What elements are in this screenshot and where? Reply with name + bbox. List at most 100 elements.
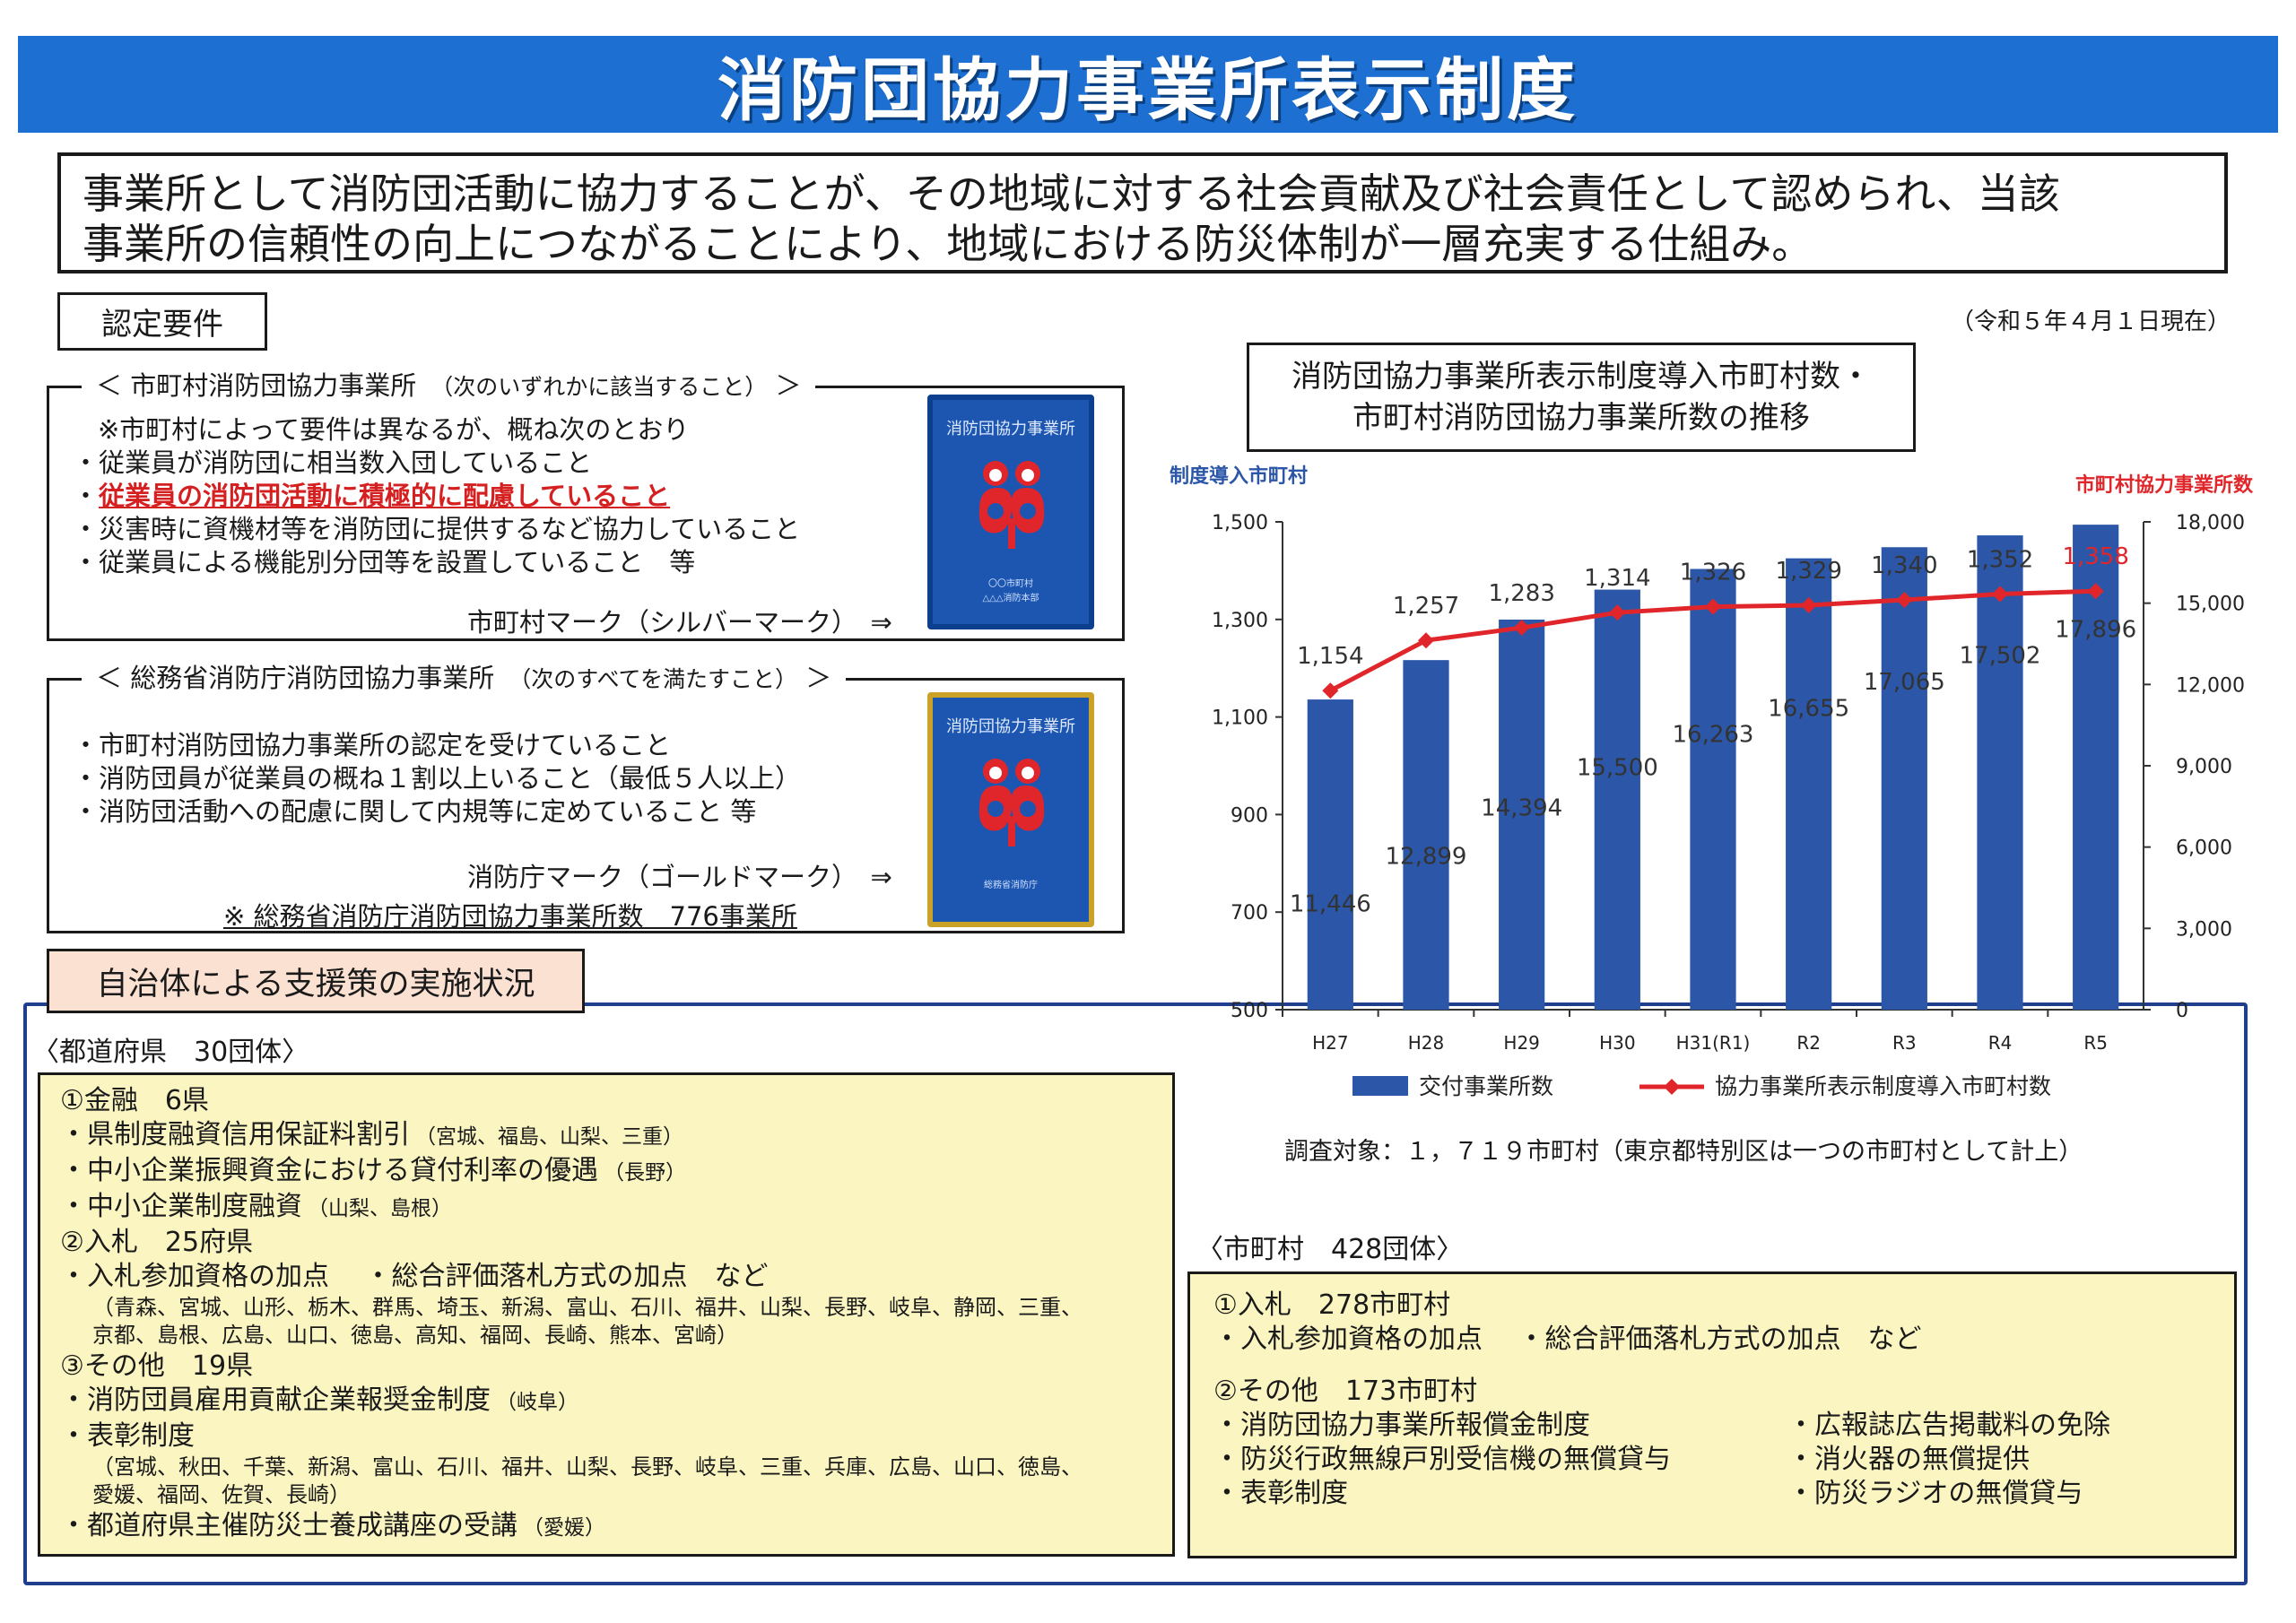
- line-value-label: 1,154: [1297, 643, 1363, 670]
- right-tick-label: 18,000: [2176, 512, 2245, 534]
- line-point: [1705, 598, 1721, 615]
- badge-subtext: 総務省消防庁: [984, 881, 1038, 890]
- list-item: ・従業員による機能別分団等を設置していること 等: [73, 547, 696, 577]
- right-tick-label: 3,000: [2176, 918, 2232, 941]
- badge-title: 消防団協力事業所: [946, 420, 1075, 438]
- emphasized-requirement: 従業員の消防団活動に積極的に配慮していること: [99, 481, 671, 511]
- list-item: ・入札参加資格の加点 ・総合評価落札方式の加点 など: [1213, 1324, 1922, 1355]
- support-column-2: ・広報誌広告掲載料の免除 ・消火器の無償提供 ・防災ラジオの無償貸与: [1787, 1409, 2218, 1511]
- list-item: ・従業員の消防団活動に積極的に配慮していること: [73, 481, 671, 511]
- list-item: ・都道府県主催防災士養成講座の受講 （愛媛）: [60, 1510, 605, 1541]
- badge-subtext: 〇〇市町村: [988, 579, 1033, 589]
- list-item: ・従業員が消防団に相当数入団していること: [73, 447, 593, 478]
- survey-note: 調査対象：１，７１９市町村（東京都特別区は一つの市町村として計上）: [1284, 1138, 2083, 1166]
- as-of-date: （令和５年４月１日現在）: [1951, 308, 2231, 335]
- other-support-columns: ・消防団協力事業所報償金制度 ・防災行政無線戸別受信機の無償貸与 ・表彰制度 ・…: [1213, 1409, 2218, 1511]
- list-item-note: （山梨、島根）: [308, 1197, 452, 1220]
- list-item: ①入札 278市町村: [1213, 1289, 1451, 1321]
- list-item: ・消防団員が従業員の概ね１割以上いること（最低５人以上）: [73, 763, 802, 794]
- right-tick-label: 9,000: [2176, 756, 2232, 778]
- badge-subtext: △△△消防本部: [982, 594, 1039, 603]
- requirements-label: 認定要件: [57, 292, 267, 351]
- page-title: 消防団協力事業所表示制度: [718, 50, 1578, 130]
- prefecture-heading: 〈都道府県 30団体〉: [32, 1037, 309, 1068]
- x-tick-label: H28: [1408, 1032, 1445, 1054]
- support-column-1: ・消防団協力事業所報償金制度 ・防災行政無線戸別受信機の無償貸与 ・表彰制度: [1213, 1409, 1787, 1511]
- line-point: [1513, 620, 1530, 637]
- bar: [1307, 699, 1353, 1010]
- line-value-label: 1,257: [1393, 593, 1459, 620]
- list-item: ・入札参加資格の加点 ・総合評価落札方式の加点 など: [60, 1261, 769, 1292]
- list-item: ③その他 19県: [60, 1350, 254, 1382]
- bar: [1403, 660, 1449, 1010]
- list-item: ・表彰制度: [60, 1420, 195, 1452]
- left-tick-label: 900: [1231, 804, 1268, 827]
- x-tick-label: H27: [1312, 1032, 1349, 1054]
- list-item: （宮城、秋田、千葉、新潟、富山、石川、福井、山梨、長野、岐阜、三重、兵庫、広島、…: [92, 1454, 1083, 1480]
- line-value-label: 1,283: [1488, 580, 1554, 607]
- bar-value-label: 17,502: [1960, 642, 2041, 669]
- chart-title-line-1: 消防団協力事業所表示制度導入市町村数・: [1292, 359, 1871, 395]
- legend-line-label: 協力事業所表示制度導入市町村数: [1715, 1073, 2051, 1099]
- line-value-label: 1,326: [1680, 560, 1746, 586]
- line-value-label: 1,358: [2062, 543, 2128, 570]
- left-tick-label: 700: [1231, 902, 1268, 924]
- line-point: [1896, 592, 1913, 609]
- list-item-note: （岐阜）: [496, 1391, 578, 1414]
- summary-box: 事業所として消防団活動に協力することが、その地域に対する社会貢献及び社会責任とし…: [57, 152, 2228, 273]
- x-tick-label: R2: [1796, 1032, 1821, 1054]
- x-tick-label: R3: [1892, 1032, 1917, 1054]
- x-tick-label: R5: [2083, 1032, 2108, 1054]
- bar: [1499, 619, 1545, 1010]
- list-item: ・中小企業振興資金における貸付利率の優遇 （長野）: [60, 1155, 686, 1186]
- right-axis-title: 市町村協力事業所数: [2075, 473, 2254, 497]
- x-tick-label: R4: [1988, 1032, 2013, 1054]
- gold-mark-badge: 消防団協力事業所 総務省消防庁: [927, 692, 1094, 927]
- municipal-requirements-list: ※市町村によって要件は異なるが、概ね次のとおり ・従業員が消防団に相当数入団して…: [73, 413, 800, 579]
- left-tick-label: 500: [1231, 1000, 1268, 1022]
- legend-bar-label: 交付事業所数: [1419, 1073, 1553, 1099]
- list-item: ・防災行政無線戸別受信機の無償貸与: [1213, 1444, 1671, 1475]
- line-value-label: 1,340: [1871, 552, 1937, 579]
- spacer: [1213, 1357, 2218, 1375]
- bar-value-label: 14,394: [1481, 795, 1562, 822]
- list-item: ②その他 173市町村: [1213, 1376, 1478, 1407]
- left-tick-label: 1,300: [1212, 610, 1268, 632]
- bar: [1786, 558, 1832, 1010]
- line-point: [2087, 583, 2104, 600]
- fdma-requirements-list: ・市町村消防団協力事業所の認定を受けていること ・消防団員が従業員の概ね１割以上…: [73, 729, 801, 829]
- legend-bar-swatch: [1352, 1076, 1408, 1096]
- list-item: ・広報誌広告掲載料の免除: [1787, 1410, 2110, 1441]
- bar: [1881, 547, 1927, 1010]
- heading-text: ＜ 市町村消防団協力事業所: [96, 370, 417, 401]
- bar: [2073, 525, 2119, 1010]
- right-tick-label: 12,000: [2176, 674, 2245, 697]
- silver-mark-badge: 消防団協力事業所 〇〇市町村 △△△消防本部: [927, 395, 1094, 629]
- trend-chart: 制度導入市町村 市町村協力事業所数 500 700 900 1,100 1,300 1,500…: [1170, 464, 2254, 1099]
- heading-text: ＜ 総務省消防庁消防団協力事業所: [96, 663, 495, 693]
- line-point: [1800, 597, 1817, 614]
- left-tick-label: 1,100: [1212, 707, 1268, 730]
- list-item: ・県制度融資信用保証料割引 （宮城、福島、山梨、三重）: [60, 1119, 683, 1150]
- municipal-support-list: ①入札 278市町村 ・入札参加資格の加点 ・総合評価落札方式の加点 など ②そ…: [1213, 1289, 2218, 1511]
- silver-mark-label: 市町村マーク（シルバーマーク） ⇒: [467, 607, 892, 638]
- list-item: 京都、島根、広島、山口、徳島、高知、福岡、長崎、熊本、宮崎）: [92, 1323, 738, 1348]
- list-item-note: （愛媛）: [523, 1516, 605, 1540]
- firefighter-emblem-icon: [978, 461, 1045, 549]
- prefecture-support-box: ①金融 6県 ・県制度融資信用保証料割引 （宮城、福島、山梨、三重） ・中小企業振興資…: [38, 1072, 1175, 1557]
- x-tick-label: H31(R1): [1676, 1032, 1751, 1054]
- bar: [1690, 568, 1736, 1010]
- list-item-note: （長野）: [604, 1161, 686, 1185]
- right-tick-label: 15,000: [2176, 594, 2245, 616]
- x-tick-label: H29: [1503, 1032, 1540, 1054]
- heading-close: ＞: [805, 663, 832, 693]
- list-item: ・市町村消防団協力事業所の認定を受けていること: [73, 730, 672, 760]
- bar-value-label: 16,655: [1768, 695, 1849, 722]
- bar-value-label: 11,446: [1290, 891, 1371, 918]
- line-point: [1609, 604, 1626, 621]
- line-point: [1322, 682, 1339, 699]
- x-tick-label: H30: [1599, 1032, 1636, 1054]
- chart-title-box: 消防団協力事業所表示制度導入市町村数・ 市町村消防団協力事業所数の推移: [1247, 343, 1916, 452]
- line-value-label: 1,329: [1775, 558, 1841, 585]
- prefecture-support-list: ①金融 6県 ・県制度融資信用保証料割引 （宮城、福島、山梨、三重） ・中小企業振興資…: [60, 1084, 1083, 1545]
